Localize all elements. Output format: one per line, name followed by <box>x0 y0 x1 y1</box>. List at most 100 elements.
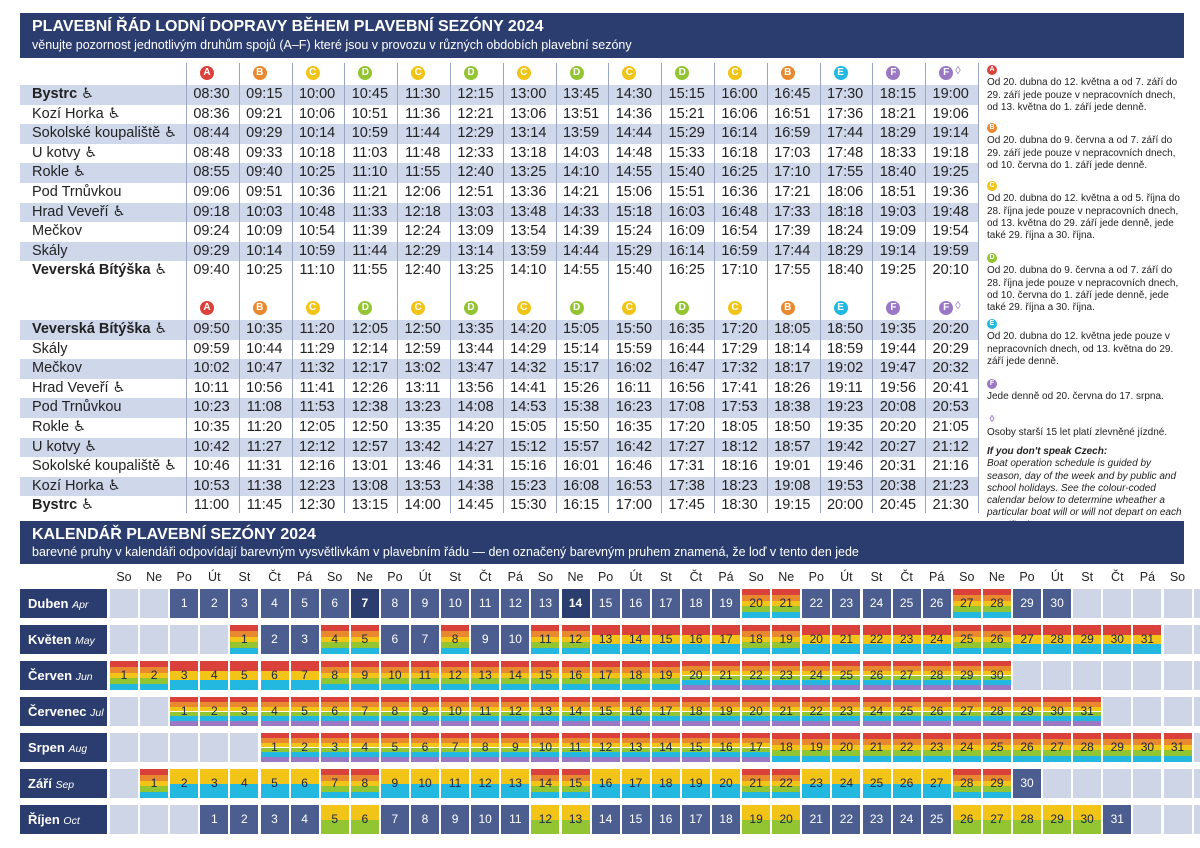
inbound-departure-time: 13:56 <box>457 379 494 396</box>
stripe-E <box>712 752 740 758</box>
note-2: B Od 20. dubna do 9. června a od 7. září … <box>987 123 1183 172</box>
stripe-E <box>952 648 981 654</box>
weekday-header: Pá <box>296 570 313 584</box>
day-number: 5 <box>391 740 399 754</box>
stripe-E <box>501 684 530 690</box>
empty-day <box>1193 805 1200 834</box>
inbound-departure-time: 16:42 <box>615 438 653 455</box>
outbound-departure-time: 16:36 <box>721 184 758 200</box>
day-number: 7 <box>421 632 429 646</box>
inbound-departure-time: 10:35 <box>193 419 230 435</box>
stripe-B <box>260 737 289 743</box>
day-number: 27 <box>899 668 914 682</box>
stripe-A <box>320 661 349 667</box>
outbound-departure-time: 17:44 <box>826 125 864 142</box>
empty-day <box>1073 769 1102 798</box>
outbound-departure-time: 12:21 <box>457 105 494 122</box>
stripe-A <box>982 697 1011 702</box>
stripe-E <box>1013 716 1041 722</box>
stripe-A <box>411 661 439 667</box>
inbound-departure-time: 16:35 <box>615 419 653 435</box>
stripe-A <box>772 661 801 666</box>
stripe-F <box>712 721 740 726</box>
stripe-C <box>922 706 951 712</box>
day-number: 20 <box>779 812 793 826</box>
day-number: 14 <box>629 632 643 646</box>
day-number: 17 <box>659 596 673 610</box>
calendar-day: 3 <box>260 805 289 834</box>
stripe-D <box>561 642 590 649</box>
weekday-header: So <box>327 570 343 584</box>
month-abbr: Sep <box>55 779 75 791</box>
stripe-D <box>320 819 349 834</box>
stripe-D <box>1103 750 1132 757</box>
outbound-departure-time: 14:21 <box>562 184 600 200</box>
day-number: 20 <box>719 776 733 790</box>
stripe-C <box>922 744 951 751</box>
inbound-departure-time: 18:57 <box>774 438 811 455</box>
calendar-day: 16 <box>591 769 620 798</box>
stripe-E <box>411 752 439 758</box>
outbound-departure-time: 14:44 <box>562 242 600 259</box>
stripe-E <box>531 684 560 690</box>
stripe-E <box>531 792 560 798</box>
inbound-departure-time: 16:35 <box>668 321 705 337</box>
calendar-day: 17 <box>651 697 680 726</box>
stripe-F <box>681 685 710 690</box>
stripe-D <box>772 606 801 613</box>
outbound-departure-time: 14:55 <box>615 164 653 181</box>
stripe-A <box>1133 733 1162 739</box>
calendar-day: 11 <box>471 697 500 726</box>
stripe-B <box>742 701 771 707</box>
stripe-C <box>802 744 831 751</box>
calendar-day: 8 <box>471 733 500 762</box>
empty-day <box>110 769 138 798</box>
inbound-trip-badge: D <box>358 301 373 315</box>
inbound-stop-name: Kozí Horka ♿ <box>32 477 121 494</box>
stripe-C <box>591 634 620 645</box>
stripe-A <box>531 661 560 667</box>
inbound-departure-time: 16:11 <box>616 379 652 396</box>
calendar-day: 4 <box>200 661 229 690</box>
inbound-departure-time: 13:02 <box>404 360 441 377</box>
outbound-departure-time: 10:14 <box>246 242 283 259</box>
outbound-departure-time: 10:25 <box>298 164 336 181</box>
stripe-D <box>441 642 470 649</box>
stripe-A <box>742 769 771 775</box>
stripe-F <box>260 721 289 726</box>
stripe-B <box>380 737 409 743</box>
stripe-A <box>260 697 289 702</box>
stripe-A <box>591 697 620 702</box>
month-name: Červenec <box>28 704 91 719</box>
inbound-departure-time: 15:17 <box>562 360 600 377</box>
stripe-B <box>531 666 560 673</box>
stripe-A <box>561 661 590 667</box>
stripe-F <box>170 721 199 726</box>
stripe-E <box>1073 756 1102 762</box>
stripe-C <box>742 805 771 820</box>
timetable-subtitle: věnujte pozornost jednotlivým druhům spo… <box>32 38 632 52</box>
stripe-B <box>742 774 771 781</box>
weekday-header: Po <box>597 570 614 584</box>
stripe-C <box>1073 706 1102 712</box>
calendar-title: KALENDÁŘ PLAVEBNÍ SEZÓNY 2024 <box>32 526 316 543</box>
inbound-departure-time: 19:56 <box>879 379 917 396</box>
inbound-departure-time: 13:53 <box>404 477 441 494</box>
stripe-C <box>712 742 740 748</box>
stripe-E <box>501 783 530 798</box>
stripe-C <box>561 780 590 787</box>
stripe-A <box>802 661 831 666</box>
stripe-C <box>260 769 289 784</box>
inbound-departure-time: 14:00 <box>404 497 441 514</box>
calendar-day: 23 <box>832 589 861 618</box>
inbound-trip-badge: C <box>622 301 637 315</box>
stripe-A <box>802 733 831 739</box>
stripe-F <box>230 721 259 726</box>
calendar-day: 22 <box>742 661 771 690</box>
stripe-B <box>742 594 771 601</box>
inbound-departure-time: 10:23 <box>193 399 230 416</box>
stripe-E <box>681 752 710 758</box>
weekday-header: So <box>959 570 975 584</box>
stripe-E <box>922 783 951 798</box>
outbound-departure-time: 09:29 <box>193 242 230 259</box>
